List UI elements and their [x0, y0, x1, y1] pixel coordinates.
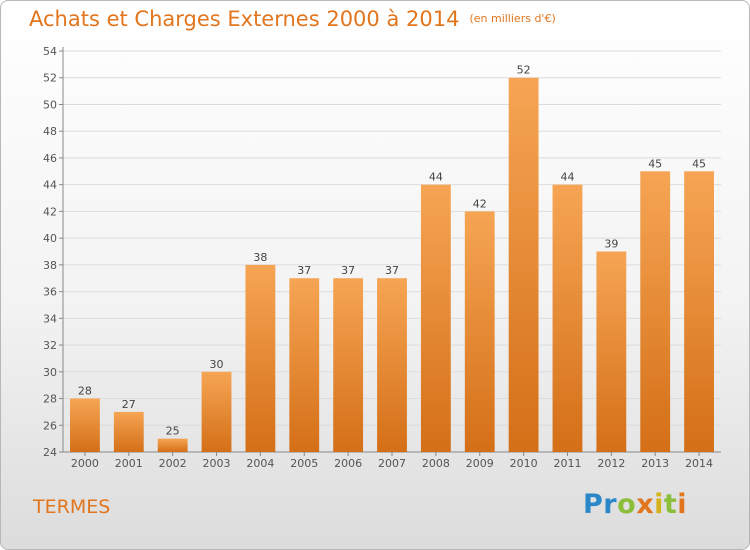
- data-label: 44: [429, 171, 443, 184]
- data-label: 37: [297, 264, 311, 277]
- logo-letter: r: [603, 489, 618, 520]
- commune-name: TERMES: [33, 496, 111, 518]
- bar-2012: [596, 251, 627, 452]
- y-tick-label: 44: [43, 179, 57, 192]
- x-tick-label: 2010: [510, 457, 538, 470]
- bar-2001: [113, 411, 144, 452]
- y-tick-label: 24: [43, 446, 57, 459]
- data-label: 52: [517, 64, 531, 77]
- bars: [70, 77, 714, 453]
- data-label: 30: [210, 358, 224, 371]
- logo-letter: i: [677, 489, 688, 520]
- y-tick-label: 48: [43, 125, 57, 138]
- bar-2010: [508, 77, 539, 452]
- data-label: 39: [604, 238, 618, 251]
- x-tick-label: 2004: [246, 457, 274, 470]
- data-labels: 28 27 25 30 38 37 37 37 44 42 52 44 39 45 45: [78, 64, 706, 438]
- y-tick-label: 42: [43, 205, 57, 218]
- y-tick-label: 32: [43, 339, 57, 352]
- data-label: 27: [122, 398, 136, 411]
- logo-letter: x: [636, 489, 655, 520]
- x-tick-label: 2012: [597, 457, 625, 470]
- bar-2004: [245, 264, 276, 452]
- bar-2013: [640, 171, 671, 453]
- bar-2014: [684, 171, 714, 453]
- bar-2011: [552, 184, 583, 452]
- bar-2000: [70, 398, 100, 452]
- y-tick-label: 26: [43, 419, 57, 432]
- logo-letter: P: [583, 489, 604, 520]
- chart-title: Achats et Charges Externes 2000 à 2014 (e…: [29, 7, 556, 31]
- chart-subtitle: (en milliers d'€): [469, 12, 556, 25]
- x-tick-label: 2014: [685, 457, 713, 470]
- data-label: 45: [648, 157, 662, 170]
- y-tick-label: 30: [43, 366, 57, 379]
- y-tick-label: 52: [43, 72, 57, 85]
- x-tick-label: 2003: [203, 457, 231, 470]
- y-tick-label: 40: [43, 232, 57, 245]
- data-label: 37: [341, 264, 355, 277]
- bar-2008: [420, 184, 451, 452]
- bar-2007: [377, 278, 407, 452]
- y-tick-label: 34: [43, 312, 57, 325]
- data-label: 42: [473, 197, 487, 210]
- data-label: 38: [253, 251, 267, 264]
- bar-2005: [289, 278, 320, 452]
- x-tick-label: 2001: [115, 457, 143, 470]
- x-tick-label: 2009: [466, 457, 494, 470]
- logo-letter: o: [617, 489, 637, 520]
- data-label: 25: [166, 425, 180, 438]
- y-tick-label: 38: [43, 259, 57, 272]
- bar-2002: [157, 438, 188, 452]
- chart-title-text: Achats et Charges Externes 2000 à 2014: [29, 7, 460, 31]
- x-tick-label: 2008: [422, 457, 450, 470]
- y-tick-label: 28: [43, 393, 57, 406]
- data-label: 45: [692, 157, 706, 170]
- x-tick-label: 2005: [290, 457, 318, 470]
- bar-2003: [201, 371, 232, 452]
- bar-2009: [464, 211, 495, 452]
- y-tick-label: 36: [43, 286, 57, 299]
- x-tick-label: 2011: [553, 457, 581, 470]
- logo-letter: i: [654, 489, 664, 520]
- x-tick-label: 2006: [334, 457, 362, 470]
- x-tick-label: 2007: [378, 457, 406, 470]
- logo-letter: t: [663, 489, 678, 520]
- data-label: 37: [385, 264, 399, 277]
- x-tick-label: 2002: [159, 457, 187, 470]
- x-tick-label: 2013: [641, 457, 669, 470]
- y-tick-label: 54: [43, 45, 57, 58]
- proxiti-logo[interactable]: Proxiti: [583, 489, 687, 520]
- data-label: 28: [78, 385, 92, 398]
- data-label: 44: [560, 171, 574, 184]
- y-tick-label: 46: [43, 152, 57, 165]
- x-tick-label: 2000: [71, 457, 99, 470]
- bar-2006: [333, 278, 364, 452]
- y-tick-label: 50: [43, 98, 57, 111]
